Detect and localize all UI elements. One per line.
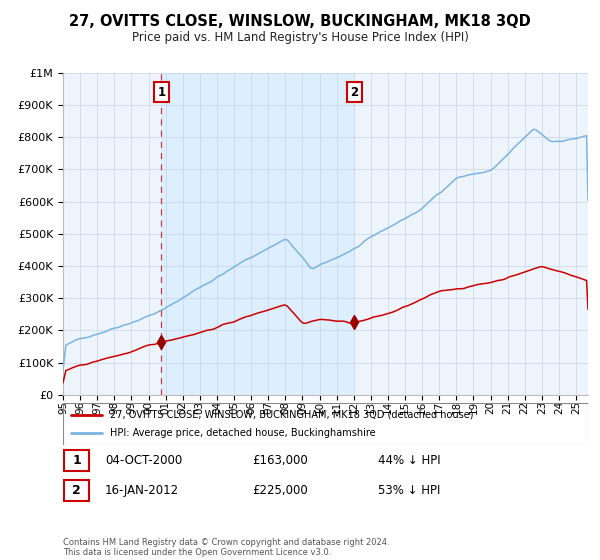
- Text: 1: 1: [72, 454, 81, 467]
- Text: £163,000: £163,000: [252, 454, 308, 467]
- Text: 44% ↓ HPI: 44% ↓ HPI: [378, 454, 440, 467]
- Text: 1: 1: [157, 86, 166, 99]
- Bar: [161, 73, 355, 395]
- Text: 16-JAN-2012: 16-JAN-2012: [105, 484, 179, 497]
- Text: 53% ↓ HPI: 53% ↓ HPI: [378, 484, 440, 497]
- Text: 27, OVITTS CLOSE, WINSLOW, BUCKINGHAM, MK18 3QD: 27, OVITTS CLOSE, WINSLOW, BUCKINGHAM, M…: [69, 14, 531, 29]
- Text: 2: 2: [72, 484, 81, 497]
- Text: HPI: Average price, detached house, Buckinghamshire: HPI: Average price, detached house, Buck…: [110, 428, 376, 438]
- Text: £225,000: £225,000: [252, 484, 308, 497]
- Text: 2: 2: [350, 86, 358, 99]
- Bar: [64, 480, 89, 501]
- Text: Contains HM Land Registry data © Crown copyright and database right 2024.
This d: Contains HM Land Registry data © Crown c…: [63, 538, 389, 557]
- Bar: [64, 450, 89, 471]
- Text: 27, OVITTS CLOSE, WINSLOW, BUCKINGHAM, MK18 3QD (detached house): 27, OVITTS CLOSE, WINSLOW, BUCKINGHAM, M…: [110, 410, 474, 420]
- Text: Price paid vs. HM Land Registry's House Price Index (HPI): Price paid vs. HM Land Registry's House …: [131, 31, 469, 44]
- Text: 04-OCT-2000: 04-OCT-2000: [105, 454, 182, 467]
